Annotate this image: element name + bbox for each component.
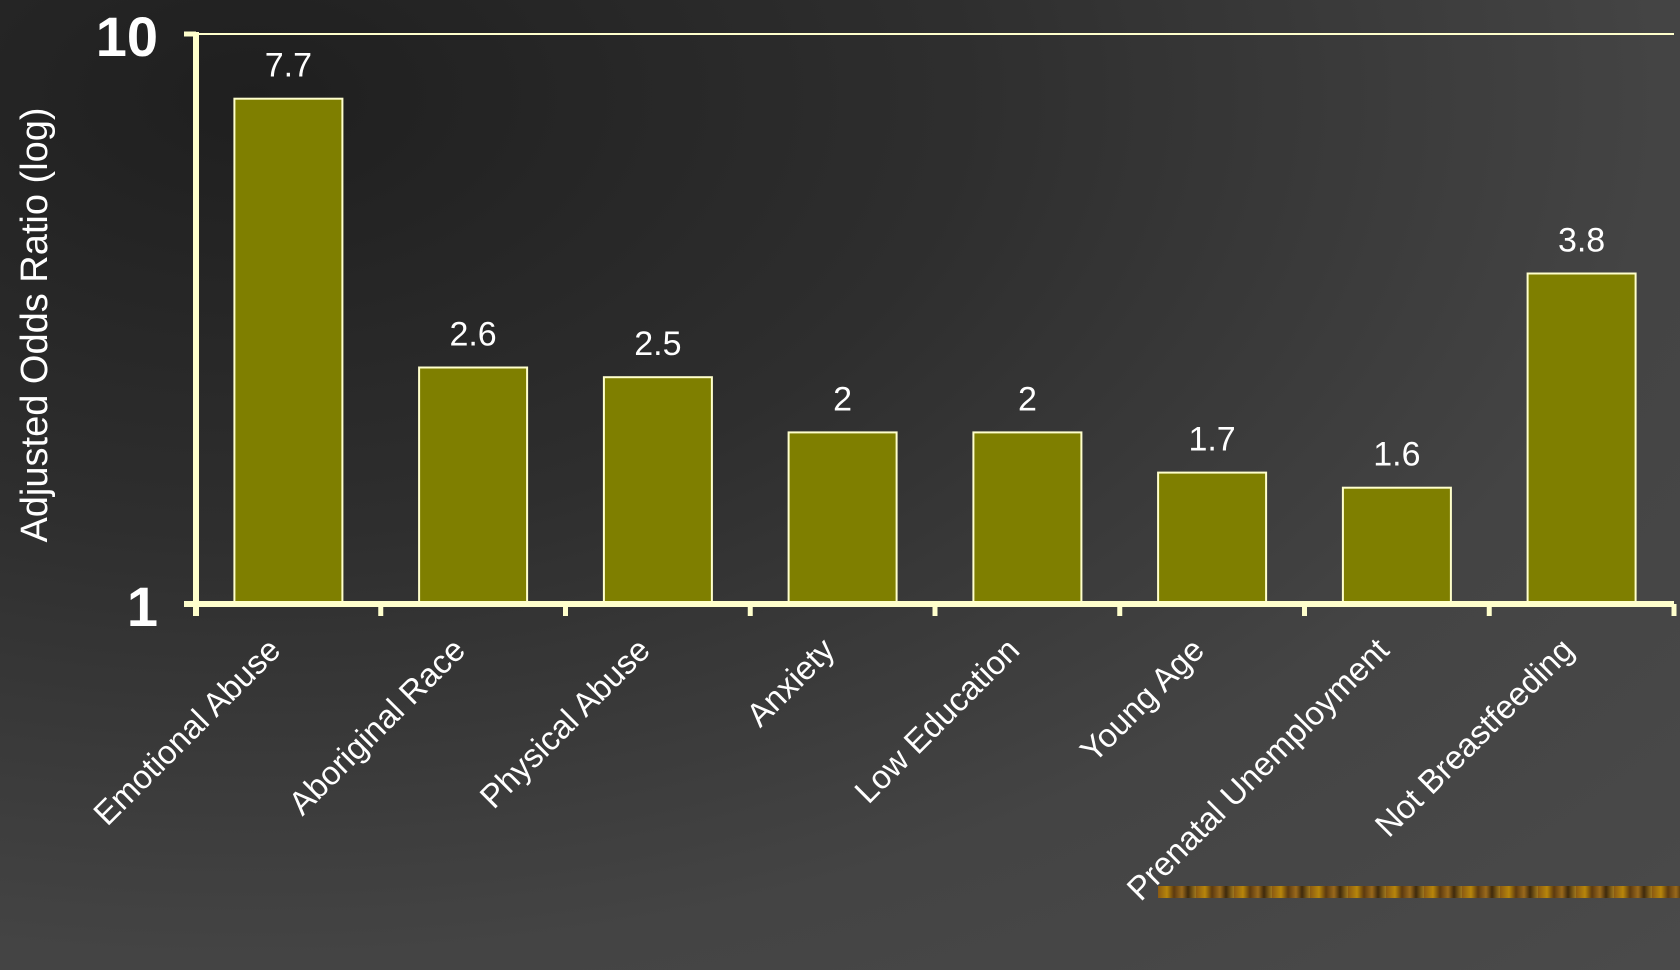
bar: [1526, 272, 1637, 605]
category-label: Young Age: [1073, 631, 1211, 769]
bar: [418, 366, 529, 605]
category-label: Physical Abuse: [472, 631, 656, 815]
data-label: 2: [833, 380, 852, 418]
data-label: 7.7: [265, 47, 312, 85]
data-label: 3.8: [1558, 222, 1605, 260]
y-tick-label: 1: [127, 575, 158, 638]
bar: [602, 376, 713, 606]
category-label: Aboriginal Race: [281, 631, 472, 822]
category-label: Anxiety: [739, 630, 842, 733]
bar: [1341, 486, 1452, 606]
decorative-strip: [1158, 886, 1680, 898]
bar: [972, 431, 1083, 605]
data-label: 2: [1018, 380, 1037, 418]
y-axis-label: Adjusted Odds Ratio (log): [14, 107, 56, 542]
bar: [787, 431, 898, 605]
category-label: Not Breastfeeding: [1368, 631, 1581, 844]
data-label: 1.7: [1188, 421, 1235, 459]
axes-group: [184, 31, 1677, 616]
bar: [1157, 471, 1268, 605]
bars-group: [233, 97, 1637, 606]
y-tick-label: 10: [96, 5, 158, 68]
data-label: 2.6: [449, 316, 496, 354]
category-label: Emotional Abuse: [86, 631, 287, 832]
bar: [233, 97, 344, 605]
category-label: Low Education: [847, 631, 1026, 810]
data-label: 2.5: [634, 325, 681, 363]
data-label: 1.6: [1373, 436, 1420, 474]
